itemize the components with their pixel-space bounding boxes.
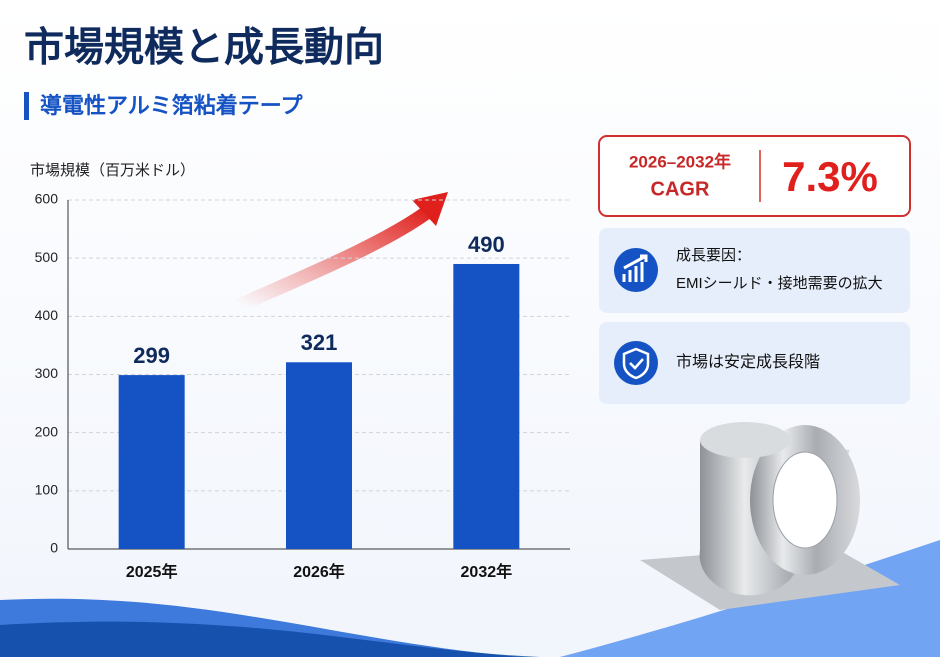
card-text: 市場は安定成長段階 (676, 353, 820, 371)
y-tick-label: 400 (35, 307, 59, 323)
bar (286, 362, 352, 549)
data-label: 321 (301, 330, 338, 355)
wave (0, 621, 540, 657)
x-tick-label: 2025年 (126, 562, 178, 581)
tape-top (700, 422, 790, 458)
wave (560, 540, 940, 657)
icon-chart (622, 254, 648, 282)
subtitle-bar (24, 92, 29, 120)
card (599, 228, 910, 313)
card-text: EMIシールド・接地需要の拡大 (676, 275, 883, 292)
x-tick-label: 2026年 (293, 562, 345, 581)
title: 市場規模と成長動向 (24, 26, 384, 70)
subtitle: 導電性アルミ箔粘着テープ (40, 93, 303, 118)
card (599, 322, 910, 404)
icon (614, 341, 658, 385)
y-tick-label: 100 (35, 482, 59, 498)
data-label: 490 (468, 232, 505, 257)
cagr-period: 2026–2032年 (629, 151, 731, 171)
cagr-box (598, 135, 911, 217)
bar (118, 375, 185, 549)
y-tick-label: 200 (35, 423, 59, 439)
y-tick-label: 500 (35, 249, 59, 265)
cagr-value: 7.3% (782, 153, 878, 200)
cagr-label: CAGR (651, 178, 710, 200)
x-tick-label: 2032年 (461, 562, 513, 581)
tape-core (772, 451, 838, 549)
y-tick-label: 0 (50, 540, 58, 556)
growth-arrow (233, 203, 437, 312)
y-axis-title: 市場規模（百万米ドル） (30, 162, 195, 179)
card-title: 成長要因： (676, 247, 751, 264)
y-tick-label: 600 (35, 191, 59, 207)
bar (453, 263, 520, 549)
icon-shield (622, 347, 650, 380)
data-label: 299 (133, 343, 170, 368)
y-tick-label: 300 (35, 365, 59, 381)
